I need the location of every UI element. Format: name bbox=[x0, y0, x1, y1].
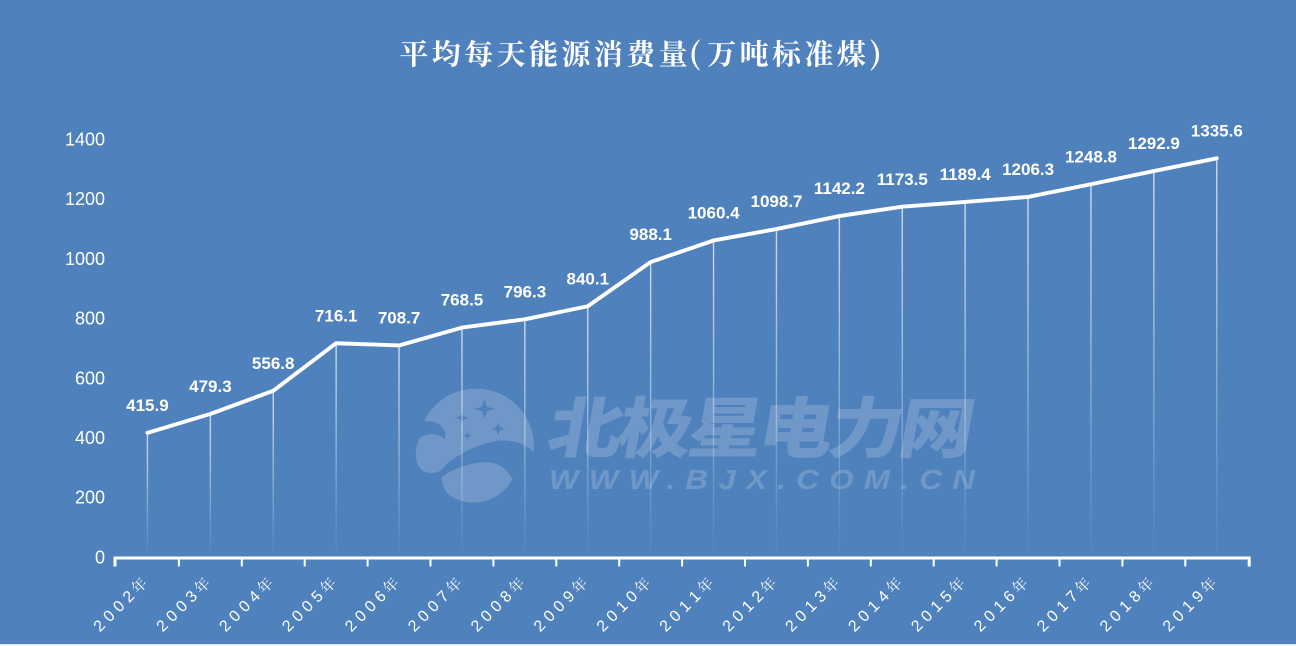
svg-text:1189.4: 1189.4 bbox=[940, 165, 992, 184]
svg-text:1200: 1200 bbox=[65, 189, 105, 209]
svg-text:WWW.BJX.COM.CN: WWW.BJX.COM.CN bbox=[549, 465, 985, 496]
svg-text:1000: 1000 bbox=[65, 249, 105, 269]
svg-text:1335.6: 1335.6 bbox=[1191, 121, 1243, 140]
svg-text:1173.5: 1173.5 bbox=[877, 170, 928, 189]
svg-text:479.3: 479.3 bbox=[189, 377, 232, 396]
svg-text:415.9: 415.9 bbox=[126, 396, 169, 415]
svg-text:1292.9: 1292.9 bbox=[1128, 134, 1180, 153]
svg-text:716.1: 716.1 bbox=[315, 306, 358, 325]
svg-text:556.8: 556.8 bbox=[252, 354, 295, 373]
svg-text:988.1: 988.1 bbox=[629, 225, 672, 244]
svg-text:1206.3: 1206.3 bbox=[1002, 160, 1054, 179]
svg-text:0: 0 bbox=[95, 547, 105, 567]
svg-text:1060.4: 1060.4 bbox=[688, 204, 741, 223]
svg-text:840.1: 840.1 bbox=[567, 269, 610, 288]
svg-text:1248.8: 1248.8 bbox=[1065, 147, 1117, 166]
svg-text:600: 600 bbox=[75, 368, 105, 388]
svg-text:768.5: 768.5 bbox=[441, 291, 484, 310]
svg-text:800: 800 bbox=[75, 309, 105, 329]
svg-text:400: 400 bbox=[75, 428, 105, 448]
svg-text:708.7: 708.7 bbox=[378, 309, 421, 328]
svg-text:1098.7: 1098.7 bbox=[751, 192, 803, 211]
svg-text:1400: 1400 bbox=[65, 130, 105, 150]
svg-text:796.3: 796.3 bbox=[504, 282, 547, 301]
svg-text:1142.2: 1142.2 bbox=[814, 179, 865, 198]
svg-text:200: 200 bbox=[75, 488, 105, 508]
